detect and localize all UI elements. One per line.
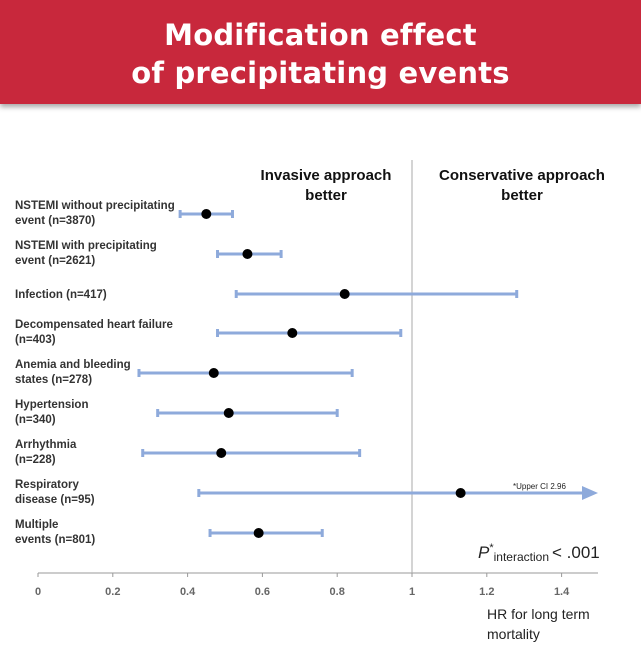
- row-label: Decompensated heart failure: [15, 319, 173, 331]
- p-value-subscript: interaction: [494, 550, 549, 564]
- row-label: disease (n=95): [15, 494, 95, 506]
- x-tick-label: 0.4: [180, 586, 196, 598]
- row-label: (n=403): [15, 334, 56, 346]
- row-label: states (n=278): [15, 374, 92, 386]
- x-tick-label: 1.2: [479, 586, 494, 598]
- x-tick-label: 0.6: [255, 586, 270, 598]
- point-estimate: [216, 448, 227, 458]
- x-tick-label: 0: [35, 586, 41, 598]
- title-banner: Modification effect of precipitating eve…: [0, 0, 641, 104]
- point-estimate: [287, 328, 298, 338]
- point-estimate: [208, 368, 219, 378]
- title-line-2: of precipitating events: [131, 56, 510, 90]
- point-estimate: [201, 209, 212, 219]
- point-estimate: [455, 488, 466, 498]
- point-estimate: [339, 289, 350, 299]
- x-tick-label: 0.2: [105, 586, 120, 598]
- row-label: event (n=3870): [15, 215, 95, 227]
- left-region-label-line-1: Invasive approach: [261, 167, 392, 184]
- left-region-label-line-2: better: [305, 187, 347, 204]
- forest-row: Hypertension (n=340): [15, 399, 339, 426]
- p-value-annotation: P*interaction < .001: [478, 542, 600, 564]
- forest-row: Infection (n=417): [15, 289, 519, 301]
- forest-row: Multiple events (n=801): [15, 519, 324, 546]
- point-estimate: [242, 249, 253, 259]
- x-axis-title-line-1: HR for long term: [487, 606, 590, 622]
- row-label: Hypertension: [15, 399, 89, 411]
- row-label: events (n=801): [15, 534, 95, 546]
- row-label: (n=228): [15, 454, 56, 466]
- forest-row: NSTEMI without precipitating event (n=387…: [15, 200, 234, 227]
- right-region-label-line-1: Conservative approach: [439, 167, 605, 184]
- x-axis-ticks: 0 0.2 0.4 0.6 0.8 1 1.2 1.4: [35, 573, 570, 598]
- x-tick-label: 1: [409, 586, 415, 598]
- row-label: (n=340): [15, 414, 56, 426]
- row-label: Arrhythmia: [15, 439, 77, 451]
- forest-row: Decompensated heart failure (n=403): [15, 319, 403, 346]
- right-region-label-line-2: better: [501, 187, 543, 204]
- point-estimate: [253, 528, 264, 538]
- row-label: Infection (n=417): [15, 289, 107, 301]
- p-value-symbol: P: [478, 543, 490, 562]
- row-label: event (n=2621): [15, 255, 95, 267]
- row-label: NSTEMI without precipitating: [15, 200, 175, 212]
- x-tick-label: 1.4: [554, 586, 570, 598]
- row-label: Multiple: [15, 519, 58, 531]
- forest-rows: NSTEMI without precipitating event (n=387…: [15, 200, 598, 546]
- title-line-1: Modification effect: [164, 18, 477, 52]
- forest-row: Anemia and bleeding states (n=278): [15, 359, 354, 386]
- x-axis-title-line-2: mortality: [487, 626, 540, 642]
- row-label: Respiratory: [15, 479, 80, 491]
- row-label: NSTEMI with precipitating: [15, 240, 157, 252]
- p-value-star: *: [489, 542, 494, 554]
- forest-row: Respiratory disease (n=95): [15, 479, 598, 506]
- upper-ci-annotation: *Upper CI 2.96: [513, 482, 566, 491]
- row-label: Anemia and bleeding: [15, 359, 131, 371]
- forest-row: NSTEMI with precipitating event (n=2621): [15, 240, 283, 267]
- x-tick-label: 0.8: [330, 586, 345, 598]
- point-estimate: [223, 408, 234, 418]
- forest-row: Arrhythmia (n=228): [15, 439, 362, 466]
- p-value-text: < .001: [552, 543, 600, 562]
- ci-arrow: [582, 486, 598, 500]
